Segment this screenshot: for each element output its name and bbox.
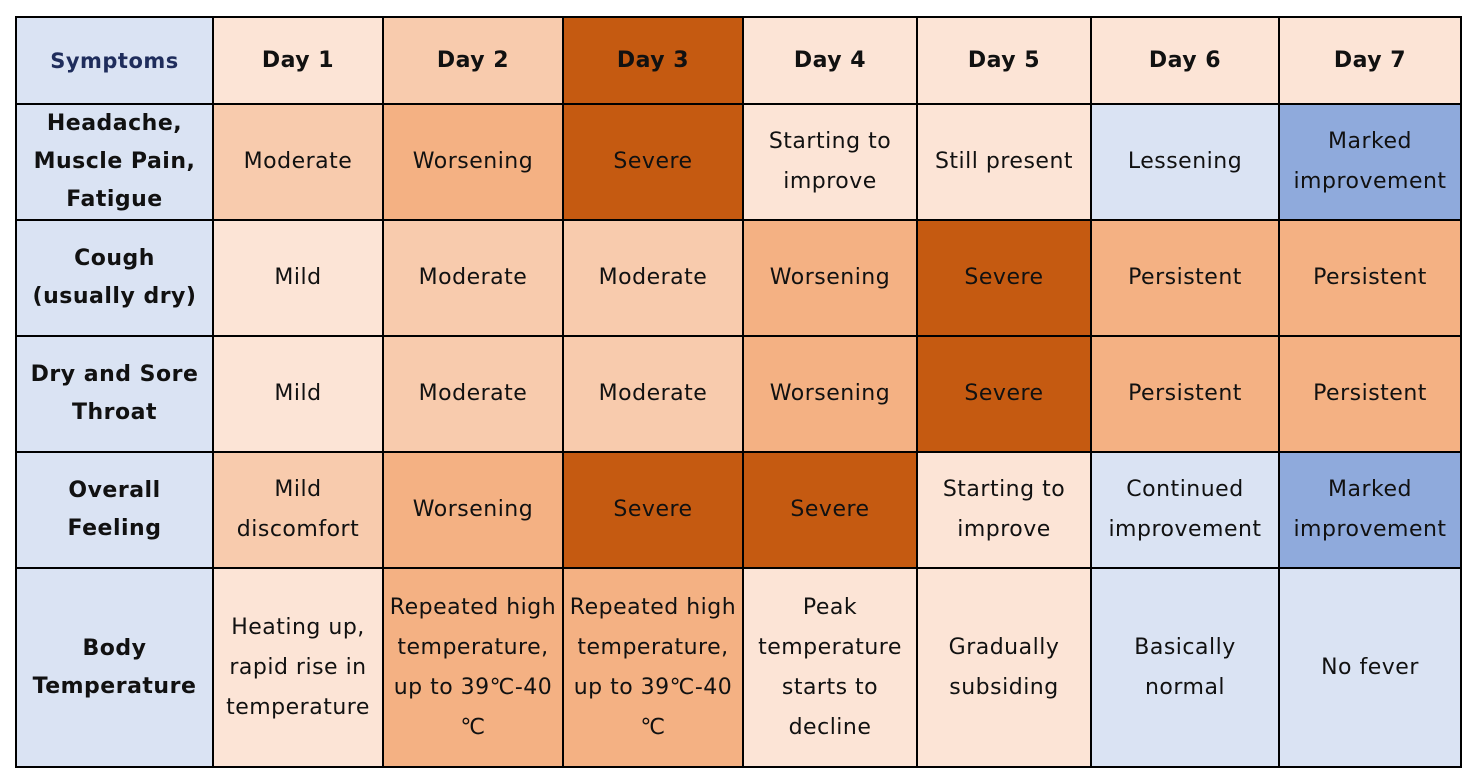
severity-cell: Worsening <box>742 219 918 337</box>
severity-cell: Persistent <box>1090 219 1280 337</box>
severity-cell: Starting to improve <box>916 451 1092 569</box>
day-header: Day 3 <box>562 16 744 105</box>
severity-cell: Moderate <box>562 219 744 337</box>
severity-cell: Severe <box>742 451 918 569</box>
severity-cell: Peak temperature starts to decline <box>742 567 918 768</box>
severity-cell: Worsening <box>382 103 564 221</box>
severity-cell: Moderate <box>562 335 744 453</box>
severity-cell: Starting to improve <box>742 103 918 221</box>
symptom-row: Dry and Sore Throat Mild Moderate Moderate W… <box>15 335 1462 453</box>
severity-cell: Persistent <box>1278 219 1462 337</box>
severity-cell: Moderate <box>382 219 564 337</box>
symptom-row: Cough (usually dry) Mild Moderate Moderate W… <box>15 219 1462 337</box>
day-header: Day 7 <box>1278 16 1462 105</box>
symptom-label: Overall Feeling <box>15 451 214 569</box>
day-header: Day 4 <box>742 16 918 105</box>
severity-cell: Marked improvement <box>1278 103 1462 221</box>
symptom-label: Dry and Sore Throat <box>15 335 214 453</box>
header-row: Symptoms Day 1 Day 2 Day 3 Day 4 Day 5 Day 6 Da… <box>15 16 1462 105</box>
day-header: Day 6 <box>1090 16 1280 105</box>
symptom-row: Headache, Muscle Pain, Fatigue Moderate Wo… <box>15 103 1462 221</box>
severity-cell: Moderate <box>382 335 564 453</box>
severity-cell: Mild <box>212 219 384 337</box>
symptom-label: Body Temperature <box>15 567 214 768</box>
severity-cell: Severe <box>916 219 1092 337</box>
severity-cell: Worsening <box>742 335 918 453</box>
severity-cell: No fever <box>1278 567 1462 768</box>
severity-cell: Moderate <box>212 103 384 221</box>
severity-cell: Severe <box>562 103 744 221</box>
severity-cell: Mild <box>212 335 384 453</box>
symptom-row: Body Temperature Heating up, rapid rise i… <box>15 567 1462 768</box>
severity-cell: Repeated high temperature, up to 39℃-40 … <box>562 567 744 768</box>
severity-cell: Mild discomfort <box>212 451 384 569</box>
severity-cell: Still present <box>916 103 1092 221</box>
symptom-row: Overall Feeling Mild discomfort Worsening S… <box>15 451 1462 569</box>
severity-cell: Persistent <box>1090 335 1280 453</box>
severity-cell: Worsening <box>382 451 564 569</box>
severity-cell: Heating up, rapid rise in temperature <box>212 567 384 768</box>
severity-cell: Lessening <box>1090 103 1280 221</box>
day-header: Day 5 <box>916 16 1092 105</box>
severity-cell: Marked improvement <box>1278 451 1462 569</box>
severity-cell: Persistent <box>1278 335 1462 453</box>
severity-cell: Gradually subsiding <box>916 567 1092 768</box>
symptom-label: Headache, Muscle Pain, Fatigue <box>15 103 214 221</box>
severity-cell: Continued improvement <box>1090 451 1280 569</box>
symptom-table: Symptoms Day 1 Day 2 Day 3 Day 4 Day 5 Day 6 Da… <box>15 16 1462 768</box>
severity-cell: Severe <box>916 335 1092 453</box>
day-header: Day 2 <box>382 16 564 105</box>
severity-cell: Severe <box>562 451 744 569</box>
symptom-label: Cough (usually dry) <box>15 219 214 337</box>
severity-cell: Repeated high temperature, up to 39℃-40 … <box>382 567 564 768</box>
severity-cell: Basically normal <box>1090 567 1280 768</box>
header-label: Symptoms <box>15 16 214 105</box>
day-header: Day 1 <box>212 16 384 105</box>
